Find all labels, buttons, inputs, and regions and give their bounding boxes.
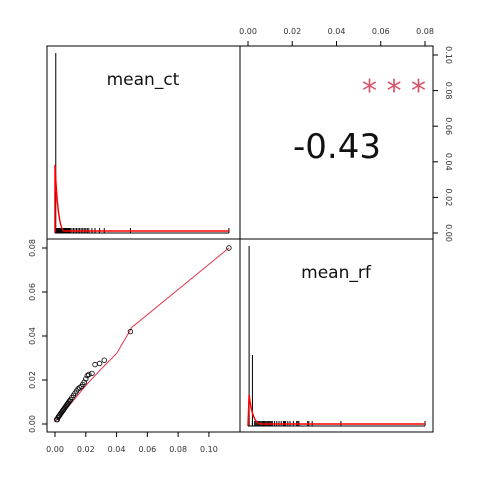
tick-label-right: 0.04 (444, 153, 453, 171)
tick-label-bottom: 0.06 (138, 445, 156, 454)
histogram-mean-ct (54, 53, 230, 234)
tick-label-left: 0.06 (28, 283, 37, 301)
scatter-point (226, 245, 232, 251)
tick-label-bottom: 0.00 (46, 445, 64, 454)
scatter-point (84, 372, 91, 379)
panel-frame-bottom-left (46, 238, 241, 433)
panel-frame-bottom-right (239, 238, 434, 433)
scatter-point (81, 379, 87, 385)
tick-label-left: 0.00 (28, 415, 37, 433)
density-curve-mean-ct (54, 164, 229, 233)
smoother-line (54, 247, 230, 423)
scatter-point (96, 360, 103, 367)
tick-label-right: 0.08 (444, 82, 453, 100)
scatter-point (86, 371, 92, 378)
tick-label-top: 0.08 (416, 27, 434, 36)
correlation-value: -0.43 (293, 127, 381, 167)
scatter-point (89, 370, 95, 377)
panel-label-mean-rf: mean_rf (301, 263, 372, 283)
scatter-point (92, 361, 98, 368)
tick-label-top: 0.02 (283, 27, 301, 36)
tick-label-right: 0.02 (444, 188, 453, 206)
density-curve-mean-rf (247, 394, 425, 427)
tick-label-top: 0.00 (239, 27, 257, 36)
scatter-points (53, 245, 232, 423)
panel-label-mean-ct: mean_ct (107, 70, 180, 90)
tick-label-bottom: 0.10 (200, 445, 218, 454)
axes: 0.00 0.02 0.04 0.06 0.08 0.10 0.00 0.02 0.04 0.06… (28, 27, 453, 454)
histogram-mean-rf (247, 246, 426, 427)
tick-label-right: 0.10 (444, 46, 453, 64)
scatter-point (83, 376, 89, 382)
tick-label-right: 0.06 (444, 117, 453, 135)
tick-label-left: 0.04 (28, 327, 37, 345)
tick-label-top: 0.06 (372, 27, 390, 36)
tick-label-bottom: 0.08 (169, 445, 187, 454)
tick-label-left: 0.02 (28, 371, 37, 389)
scatter-point (101, 357, 107, 363)
tick-label-right: 0.00 (444, 224, 453, 242)
scatter-point (127, 328, 134, 335)
tick-label-bottom: 0.02 (77, 445, 95, 454)
tick-label-top: 0.04 (328, 27, 346, 36)
scatter-point (76, 385, 83, 391)
significance-stars: * * * (362, 74, 426, 109)
tick-label-bottom: 0.04 (108, 445, 126, 454)
tick-label-left: 0.08 (28, 239, 37, 257)
